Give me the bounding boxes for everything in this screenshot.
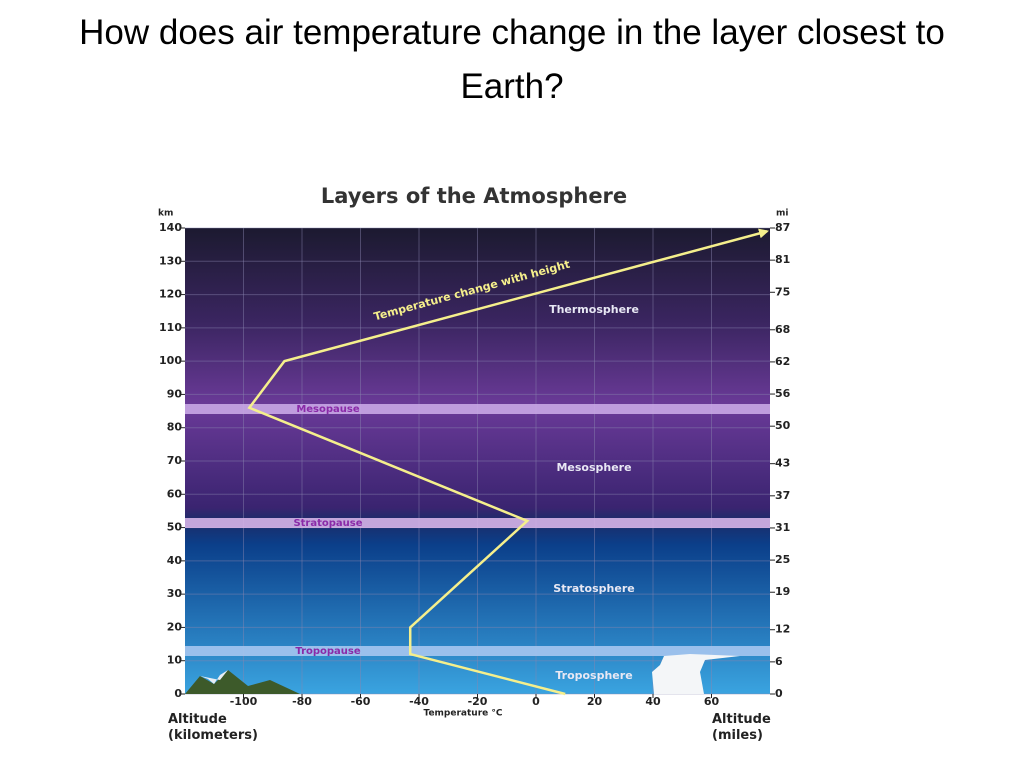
x-tick-label: -20 <box>468 695 488 708</box>
y-tick-label: 90 <box>167 387 183 400</box>
y-tick-label: 60 <box>167 487 183 500</box>
y-tick-label: 80 <box>167 421 183 434</box>
y2-tick-label: 62 <box>775 355 790 368</box>
y-tick-label: 30 <box>167 587 183 600</box>
y2-unit: mi <box>776 209 788 219</box>
x-tick-label: -40 <box>409 695 429 708</box>
cloud <box>652 654 740 694</box>
boundary-band <box>185 646 770 656</box>
layer-label: Stratosphere <box>553 582 634 595</box>
y2-tick-label: 19 <box>775 585 790 598</box>
boundary-label: Mesopause <box>296 404 360 415</box>
boundary-band <box>185 404 770 414</box>
y-tick-label: 70 <box>167 454 183 467</box>
snow <box>200 670 228 684</box>
slide-title: How does air temperature change in the l… <box>79 13 945 106</box>
y2-tick-label: 43 <box>775 457 790 470</box>
x-tick-label: 60 <box>704 695 720 708</box>
y2-tick-label: 6 <box>775 655 783 668</box>
y2-tick-label: 50 <box>775 419 791 432</box>
y2-tick-label: 68 <box>775 323 790 336</box>
boundary-band <box>185 518 770 528</box>
mountains <box>185 670 300 694</box>
y-tick-label: 40 <box>167 554 183 567</box>
x-tick-label: -100 <box>230 695 258 708</box>
y-tick-label: 110 <box>159 321 182 334</box>
y-tick-label: 120 <box>159 288 182 301</box>
y2-tick-label: 81 <box>775 253 790 266</box>
boundary-label: Tropopause <box>295 646 361 657</box>
y2-tick-label: 75 <box>775 285 790 298</box>
y2-tick-label: 31 <box>775 521 790 534</box>
y-tick-label: 0 <box>174 687 182 700</box>
y2-tick-label: 25 <box>775 553 790 566</box>
temperature-line <box>247 228 770 696</box>
y2-tick-label: 37 <box>775 489 790 502</box>
layer-label: Mesosphere <box>556 461 631 474</box>
y2-axis-label: Altitude (miles) <box>712 712 771 743</box>
y2-tick-label: 87 <box>775 221 790 234</box>
decoration <box>185 654 740 694</box>
layer-label: Thermosphere <box>549 303 639 316</box>
y2-tick-label: 56 <box>775 387 791 400</box>
layer-label: Troposphere <box>555 669 632 682</box>
x-tick-label: -60 <box>351 695 371 708</box>
x-tick-label: 40 <box>645 695 661 708</box>
y-tick-label: 10 <box>167 654 183 667</box>
x-tick-label: 0 <box>532 695 540 708</box>
y-tick-label: 100 <box>159 354 182 367</box>
plot-background <box>185 228 770 694</box>
y-tick-label: 130 <box>159 254 182 267</box>
x-tick-label: -80 <box>292 695 312 708</box>
x-tick-label: 20 <box>587 695 603 708</box>
y2-tick-label: 0 <box>775 687 783 700</box>
y-tick-label: 140 <box>159 221 182 234</box>
boundary-label: Stratopause <box>293 518 362 529</box>
chart-title: Layers of the Atmosphere <box>321 184 627 208</box>
y-tick-label: 20 <box>167 620 183 633</box>
y2-tick-label: 12 <box>775 623 790 636</box>
y-unit: km <box>158 209 173 219</box>
y-tick-label: 50 <box>167 521 183 534</box>
x-axis-label: Temperature °C <box>424 709 503 719</box>
y-axis-label: Altitude (kilometers) <box>168 712 258 743</box>
